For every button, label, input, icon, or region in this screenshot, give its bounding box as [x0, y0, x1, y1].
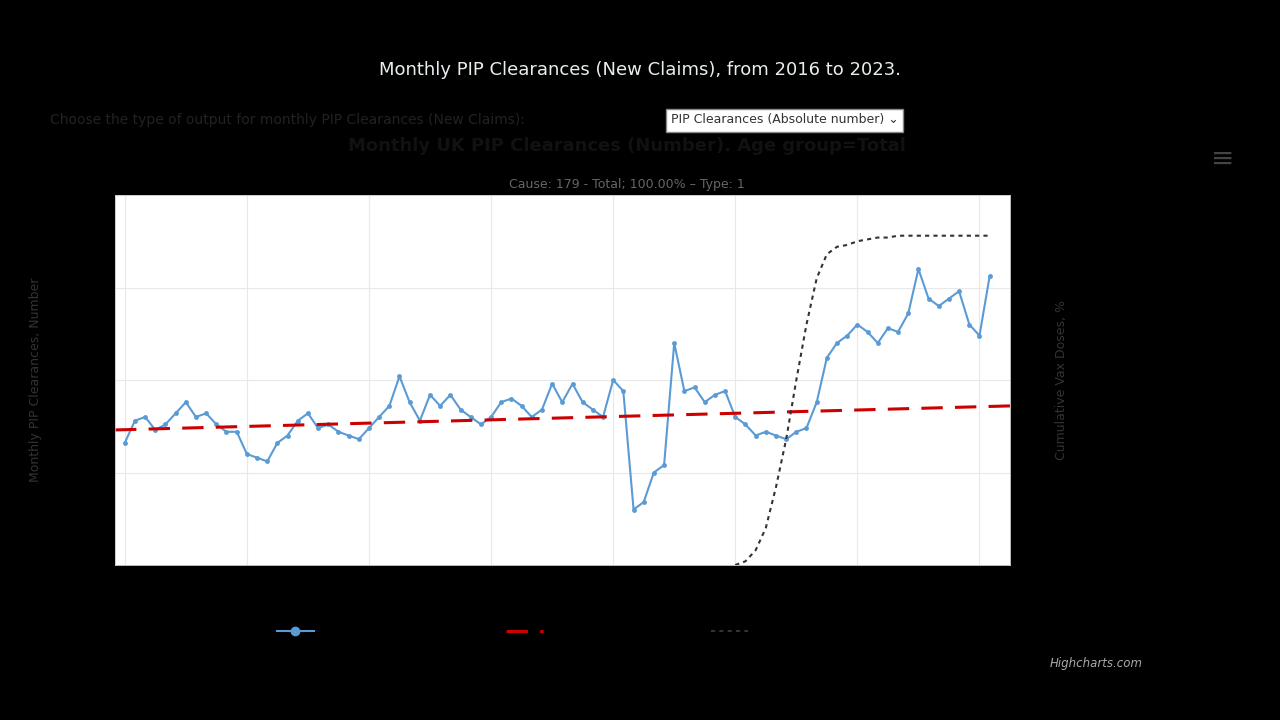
Text: PIP Clearances (Absolute number) ⌄: PIP Clearances (Absolute number) ⌄	[671, 114, 899, 127]
Text: Monthly PIP Clearances (New Claims), from 2016 to 2023.: Monthly PIP Clearances (New Claims), fro…	[379, 61, 901, 79]
Y-axis label: Cumulative Vax Doses, %: Cumulative Vax Doses, %	[1055, 300, 1068, 460]
Legend: Monthly PIP Clearances, 2016-2019 Average, Vax All Doses: Monthly PIP Clearances, 2016-2019 Averag…	[271, 620, 854, 644]
Text: ≡: ≡	[1211, 145, 1234, 173]
Y-axis label: Monthly PIP Clearances, Number: Monthly PIP Clearances, Number	[29, 278, 42, 482]
Text: Cause: 179 - Total; 100.00% – Type: 1: Cause: 179 - Total; 100.00% – Type: 1	[509, 178, 745, 191]
Text: Monthly UK PIP Clearances (Number). Age group=Total: Monthly UK PIP Clearances (Number). Age …	[348, 137, 906, 155]
Text: Highcharts.com: Highcharts.com	[1050, 657, 1143, 670]
Text: Choose the type of output for monthly PIP Clearances (New Claims):: Choose the type of output for monthly PI…	[50, 113, 525, 127]
